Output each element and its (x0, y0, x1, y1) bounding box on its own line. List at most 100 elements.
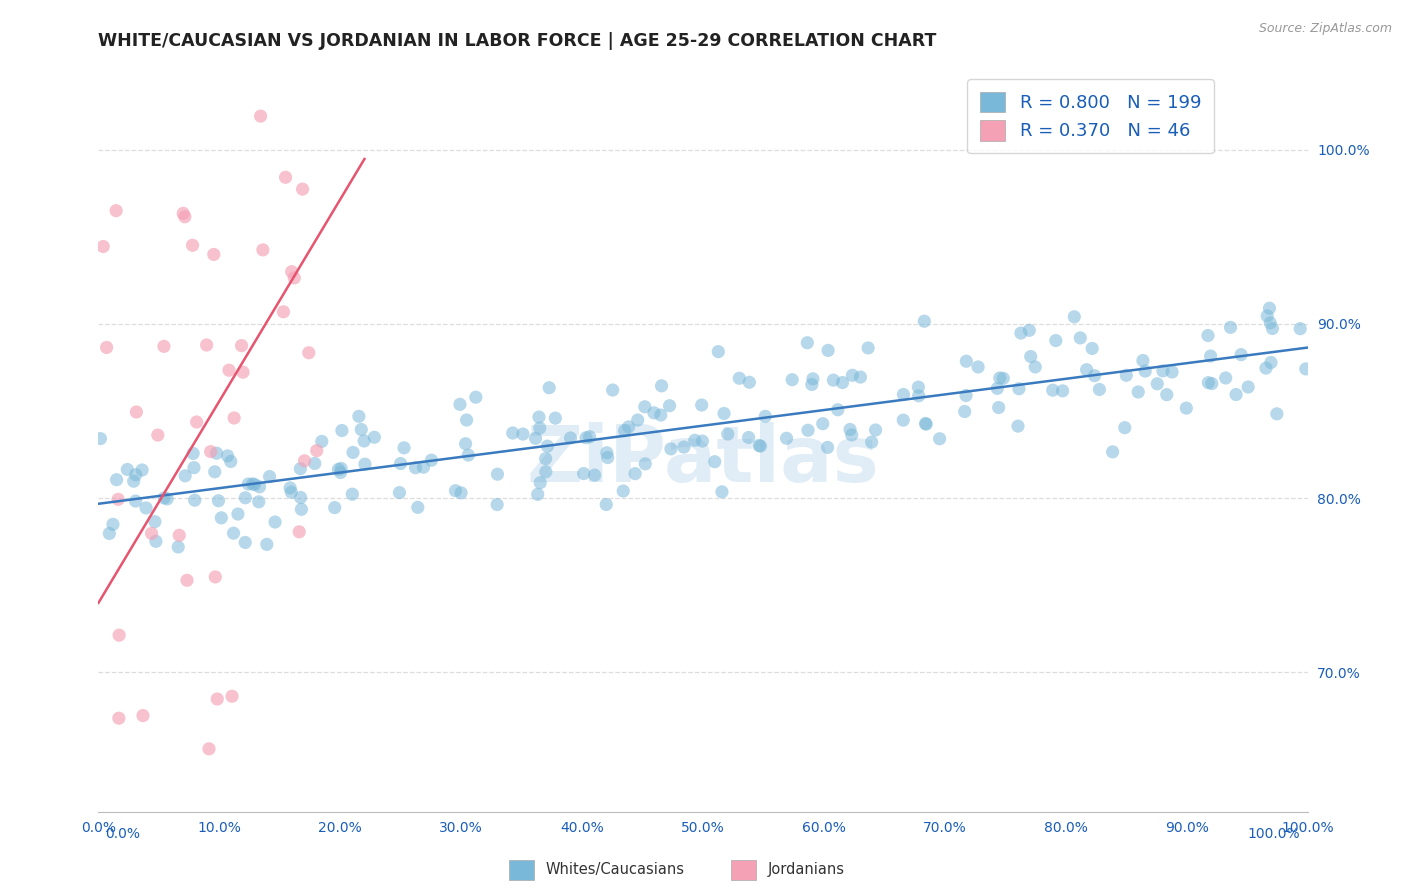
Point (749, 439, 772, 453)
Point (124, 494, 146, 508)
Point (634, 457, 657, 471)
Point (1175, 401, 1198, 416)
Point (796, 335, 818, 350)
Point (993, 371, 1015, 385)
Point (986, 381, 1008, 395)
Point (1215, 371, 1237, 385)
Point (1161, 365, 1184, 379)
Point (1295, 362, 1317, 376)
Point (1230, 348, 1253, 362)
Point (207, 493, 229, 508)
Point (1024, 359, 1046, 374)
Point (135, 500, 157, 515)
Point (1081, 342, 1104, 356)
Point (342, 445, 364, 459)
Point (659, 442, 682, 456)
Point (527, 410, 550, 425)
Point (233, 491, 256, 505)
Point (672, 440, 695, 454)
Point (643, 406, 665, 420)
Point (329, 466, 352, 480)
Point (101, 517, 124, 532)
Point (454, 436, 477, 450)
Point (1197, 328, 1219, 343)
Point (811, 417, 834, 431)
Point (849, 370, 872, 384)
Point (163, 850, 186, 864)
Point (602, 383, 624, 397)
Text: Source: ZipAtlas.com: Source: ZipAtlas.com (1258, 22, 1392, 36)
Point (713, 407, 735, 421)
Point (1114, 420, 1136, 434)
Point (928, 432, 950, 446)
Text: Jordanians: Jordanians (768, 863, 845, 877)
Point (231, 338, 253, 352)
Point (738, 376, 761, 390)
Point (841, 428, 863, 442)
Point (156, 491, 179, 506)
Point (232, 365, 254, 379)
Point (131, 463, 153, 477)
Point (1256, 309, 1278, 323)
Point (146, 428, 169, 442)
Point (1258, 301, 1281, 316)
Point (183, 460, 205, 475)
Point (290, 502, 312, 516)
Point (953, 404, 976, 418)
Point (456, 413, 478, 427)
Point (1132, 353, 1154, 368)
Point (167, 528, 190, 542)
Text: Whites/Caucasians: Whites/Caucasians (546, 863, 685, 877)
Point (117, 462, 139, 476)
Point (274, 170, 297, 185)
Point (575, 431, 598, 445)
Point (914, 417, 936, 431)
Point (502, 425, 524, 440)
Point (891, 413, 914, 427)
Point (1069, 331, 1091, 345)
Point (288, 524, 311, 539)
Point (184, 493, 207, 508)
Point (1115, 368, 1137, 383)
Point (273, 305, 295, 319)
Point (291, 182, 314, 196)
Point (860, 435, 883, 450)
Point (1146, 376, 1168, 391)
Point (1018, 323, 1040, 337)
Point (839, 422, 862, 436)
Point (1052, 384, 1074, 398)
Point (353, 434, 375, 448)
Point (233, 535, 256, 549)
Point (108, 711, 131, 725)
Point (627, 413, 650, 427)
Point (207, 692, 229, 706)
Point (323, 500, 346, 515)
Point (800, 377, 823, 392)
Point (683, 434, 706, 448)
Point (572, 467, 595, 481)
Point (710, 484, 733, 499)
Point (841, 368, 863, 383)
Point (217, 449, 239, 463)
Point (1084, 368, 1107, 383)
Point (486, 498, 509, 512)
Point (578, 430, 600, 444)
Point (173, 210, 195, 224)
Point (172, 206, 194, 220)
Point (406, 500, 429, 515)
Point (112, 872, 135, 887)
Legend: R = 0.800   N = 199, R = 0.370   N = 46: R = 0.800 N = 199, R = 0.370 N = 46 (967, 79, 1213, 153)
Point (186, 415, 208, 429)
Point (405, 460, 427, 475)
Point (596, 446, 619, 460)
Point (107, 492, 129, 507)
Point (1254, 361, 1277, 376)
Point (1128, 384, 1150, 399)
Point (1063, 310, 1085, 324)
Point (127, 5, 149, 20)
Point (596, 450, 619, 465)
Point (198, 742, 221, 756)
Point (259, 469, 281, 483)
Point (464, 390, 486, 404)
Point (330, 461, 353, 475)
